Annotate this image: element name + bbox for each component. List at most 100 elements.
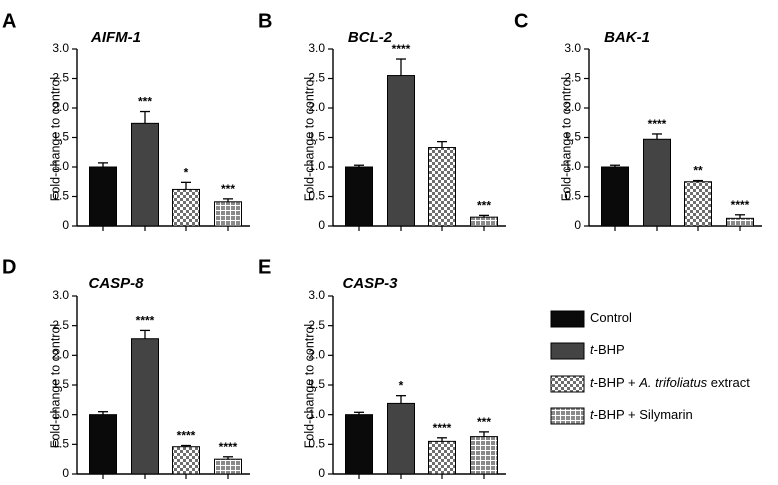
significance-label: **** <box>648 117 667 131</box>
y-tick-label: 2.5 <box>52 71 69 85</box>
y-tick-label: 0.5 <box>564 189 581 203</box>
y-tick-label: 1.0 <box>308 159 325 173</box>
legend-swatch <box>550 407 585 425</box>
bar-d-2 <box>131 338 159 475</box>
significance-label: **** <box>731 198 750 212</box>
y-tick-label: 1.0 <box>564 159 581 173</box>
y-axis-label: Fold-change to control <box>302 77 316 201</box>
y-tick-label: 3.0 <box>308 41 325 55</box>
y-tick-label: 0 <box>318 466 325 480</box>
legend-label-main: Control <box>590 310 632 325</box>
legend-label-prefix: t <box>590 342 595 357</box>
legend-item-grid: t-BHP + Silymarin <box>550 407 693 425</box>
chart-panel-c: C BAK-1 Fold-change to control 0 0.5 1.0 1.5 2.… <box>514 10 762 232</box>
chart-title: BCL-2 <box>348 29 393 46</box>
legend-swatch <box>550 310 585 328</box>
bar-c-3 <box>684 181 712 227</box>
y-tick-label: 3.0 <box>308 288 325 302</box>
y-tick-label: 0 <box>574 218 581 232</box>
bar-d-4 <box>214 458 242 475</box>
bar-e-1 <box>345 414 373 475</box>
panel-letter: B <box>258 10 272 32</box>
y-tick-label: 1.0 <box>52 407 69 421</box>
bar-b-3 <box>428 147 456 227</box>
panel-letter: E <box>258 256 271 278</box>
bar-e-4 <box>470 436 498 475</box>
significance-label: **** <box>392 42 411 56</box>
legend-swatch <box>550 375 585 393</box>
y-tick-label: 2.0 <box>52 348 69 362</box>
y-tick-label: 2.0 <box>52 100 69 114</box>
significance-label: *** <box>477 198 491 212</box>
legend-item-checker: t-BHP + A. trifoliatus extract <box>550 375 750 393</box>
bar-b-2 <box>387 75 415 227</box>
y-tick-label: 3.0 <box>52 41 69 55</box>
legend-item-tbhp: t-BHP <box>550 342 625 360</box>
legend-label-suffix: extract <box>707 375 750 390</box>
legend-item-control: Control <box>550 310 632 328</box>
y-tick-label: 0.5 <box>308 437 325 451</box>
chart-title: CASP-3 <box>342 275 398 292</box>
significance-label: **** <box>177 429 196 443</box>
bar-c-2 <box>643 138 671 227</box>
chart-title: CASP-8 <box>88 275 144 292</box>
chart-title: AIFM-1 <box>90 29 141 46</box>
legend-label-species: A. trifoliatus <box>638 375 707 390</box>
bar-a-1 <box>89 166 117 227</box>
y-tick-label: 2.5 <box>308 318 325 332</box>
legend-label-main: -BHP + Silymarin <box>594 407 693 422</box>
y-tick-label: 2.0 <box>308 100 325 114</box>
legend-label: t-BHP <box>590 342 625 357</box>
y-tick-label: 1.0 <box>52 159 69 173</box>
y-tick-label: 2.5 <box>564 71 581 85</box>
legend-label: t-BHP + A. trifoliatus extract <box>590 375 750 390</box>
panel-letter: C <box>514 10 528 32</box>
legend-label: Control <box>590 310 632 325</box>
legend-label-prefix: t <box>590 407 595 422</box>
bar-c-4 <box>726 217 754 227</box>
y-tick-label: 1.5 <box>308 377 325 391</box>
panel-letter: A <box>2 10 16 32</box>
y-tick-label: 1.5 <box>52 377 69 391</box>
bar-a-2 <box>131 122 159 227</box>
chart-panel-a: A AIFM-1 Fold-change to control 0 0.5 1.0 1.5 2… <box>2 10 250 232</box>
legend-swatch <box>550 342 585 360</box>
y-tick-label: 1.5 <box>308 130 325 144</box>
bar-e-3 <box>428 440 456 475</box>
legend-label: t-BHP + Silymarin <box>590 407 693 422</box>
significance-label: * <box>184 165 189 179</box>
chart-panel-b: B BCL-2 Fold-change to control 0 0.5 1.0 1.5 2.… <box>258 10 506 232</box>
bar-a-3 <box>172 188 200 227</box>
significance-label: *** <box>138 95 152 109</box>
significance-label: *** <box>477 415 491 429</box>
bar-c-1 <box>601 166 629 227</box>
panel-letter: D <box>2 256 16 278</box>
y-tick-label: 0 <box>318 218 325 232</box>
legend-label-main: -BHP + <box>594 375 640 390</box>
y-tick-label: 1.0 <box>308 407 325 421</box>
y-tick-label: 3.0 <box>564 41 581 55</box>
chart-panel-e: E CASP-3 Fold-change to control 0 0.5 1.0 1.5 2… <box>258 256 506 480</box>
significance-label: **** <box>136 313 155 327</box>
bar-a-4 <box>214 201 242 227</box>
significance-label: *** <box>221 182 235 196</box>
y-tick-label: 0 <box>62 466 69 480</box>
significance-label: * <box>399 379 404 393</box>
y-axis-label: Fold-change to control <box>559 77 573 201</box>
chart-panel-d: D CASP-8 Fold-change to control 0 0.5 1.0 1.5 2… <box>2 256 250 480</box>
chart-title: BAK-1 <box>604 29 650 46</box>
bar-e-2 <box>387 402 415 475</box>
legend-label-prefix: t <box>590 375 595 390</box>
bar-d-3 <box>172 446 200 475</box>
y-tick-label: 2.0 <box>308 348 325 362</box>
significance-label: **** <box>433 421 452 435</box>
y-tick-label: 0 <box>62 218 69 232</box>
y-axis-label: Fold-change to control <box>48 77 62 201</box>
significance-label: ** <box>693 164 703 178</box>
y-axis-label: Fold-change to control <box>48 324 62 448</box>
significance-label: **** <box>219 440 238 454</box>
bar-b-1 <box>345 166 373 227</box>
y-tick-label: 1.5 <box>564 130 581 144</box>
